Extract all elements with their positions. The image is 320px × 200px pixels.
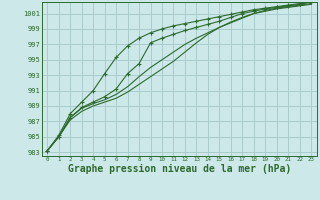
X-axis label: Graphe pression niveau de la mer (hPa): Graphe pression niveau de la mer (hPa) <box>68 164 291 174</box>
